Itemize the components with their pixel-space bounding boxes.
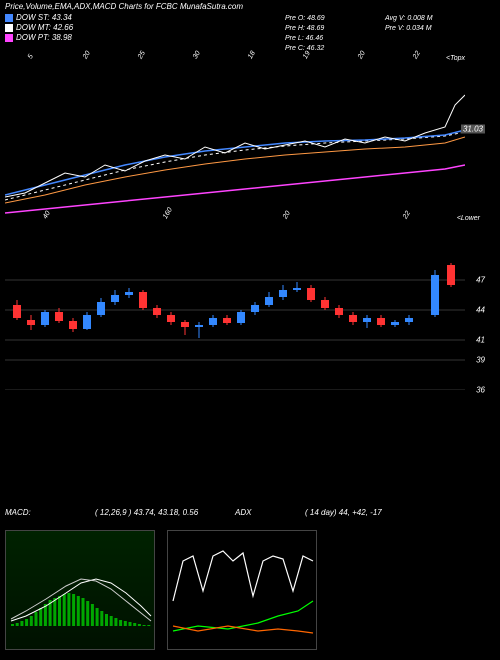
date-tick: 20 xyxy=(82,50,92,60)
date-tick: 18 xyxy=(247,50,257,60)
y-axis-label: 39 xyxy=(476,356,485,365)
adx-svg xyxy=(168,531,316,649)
macd-svg xyxy=(6,531,154,649)
adx-label: ADX xyxy=(235,508,251,517)
main-chart-area: <Topx 520253018192022 31.03 401602022 <L… xyxy=(0,55,500,535)
adx-params: ( 14 day) 44, +42, -17 xyxy=(305,508,382,517)
legend-text: DOW MT: 42.66 xyxy=(16,23,73,32)
date-tick: 30 xyxy=(192,50,202,60)
adx-panel xyxy=(167,530,317,650)
date-tick: 19 xyxy=(302,50,312,60)
chart-header: Price,Volume,EMA,ADX,MACD Charts for FCB… xyxy=(5,2,495,43)
date-tick: 25 xyxy=(137,50,147,60)
axis-label-lower: <Lower xyxy=(457,215,480,222)
macd-params: ( 12,26,9 ) 43.74, 43.18, 0.56 xyxy=(95,508,198,517)
mid-grid-panel: 401602022 <Lower xyxy=(5,215,485,245)
price-lines-svg xyxy=(5,85,465,215)
legend-item: DOW PT: 38.98 xyxy=(5,33,165,42)
price-highlight-label: 31.03 xyxy=(461,125,485,134)
axis-label-top: <Topx xyxy=(446,55,465,62)
y-axis-label: 44 xyxy=(476,306,485,315)
y-axis-label: 41 xyxy=(476,336,485,345)
legend-item: DOW ST: 43.34 xyxy=(5,13,165,22)
date-tick: 20 xyxy=(357,50,367,60)
legend-text: DOW PT: 38.98 xyxy=(16,33,72,42)
macd-panel xyxy=(5,530,155,650)
y-axis-label: 36 xyxy=(476,386,485,395)
legend-color-box xyxy=(5,34,13,42)
date-tick: 22 xyxy=(412,50,422,60)
macd-label: MACD: xyxy=(5,508,31,517)
candlestick-panel: 4744413936 xyxy=(5,250,485,390)
y-axis-label: 47 xyxy=(476,276,485,285)
legend-text: DOW ST: 43.34 xyxy=(16,13,72,22)
volume-info: Avg V: 0.008 MPre V: 0.034 M xyxy=(385,14,433,34)
ohlc-info: Pre O: 48.69Pre H: 48.69Pre L: 46.46Pre … xyxy=(285,14,325,54)
legend-color-box xyxy=(5,14,13,22)
chart-title: Price,Volume,EMA,ADX,MACD Charts for FCB… xyxy=(5,2,495,11)
bottom-indicator-panels xyxy=(5,530,317,650)
price-ema-panel: 31.03 xyxy=(5,85,485,215)
candlestick-svg xyxy=(5,250,465,390)
date-tick: 5 xyxy=(27,53,35,60)
date-axis-top: <Topx 520253018192022 xyxy=(10,55,470,70)
legend-color-box xyxy=(5,24,13,32)
legend-item: DOW MT: 42.66 xyxy=(5,23,165,32)
